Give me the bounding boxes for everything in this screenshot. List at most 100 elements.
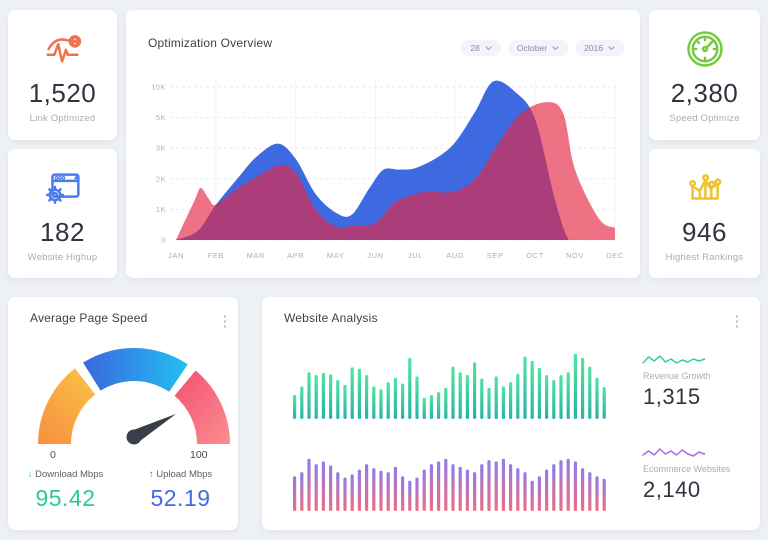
- overview-title: Optimization Overview: [148, 36, 273, 50]
- chevron-down-icon: [552, 45, 559, 50]
- website-analysis-card: Website Analysis Revenue Growth 1,315 Ec…: [262, 297, 760, 530]
- ecommerce-websites-metric: Ecommerce Websites 2,140: [643, 440, 755, 503]
- stat-label: Highest Rankings: [665, 251, 744, 263]
- x-axis-label: DEC: [606, 251, 624, 260]
- browser-gear-icon: [45, 172, 80, 204]
- bar-top: [386, 382, 390, 419]
- bar-bottom: [523, 472, 527, 511]
- upload-readout: ↑ Upload Mbps 52.19: [123, 469, 238, 512]
- x-axis-label: MAR: [247, 251, 265, 260]
- bar-top: [545, 375, 549, 419]
- bar-bottom: [329, 465, 333, 511]
- x-axis-label: APR: [287, 251, 304, 260]
- bar-bottom: [545, 469, 549, 511]
- crown-icon: [688, 173, 722, 200]
- stat-value: 2,380: [670, 78, 739, 108]
- bar-bottom: [415, 477, 419, 511]
- bar-top: [516, 373, 520, 419]
- bar-bottom: [343, 477, 347, 511]
- bar-bottom: [552, 464, 556, 511]
- bar-top: [350, 367, 354, 419]
- speed-readouts: ↓ Download Mbps 95.42 ↑ Upload Mbps 52.1…: [8, 469, 238, 512]
- bar-bottom: [444, 458, 448, 511]
- kebab-menu[interactable]: [732, 311, 743, 332]
- bar-bottom: [350, 474, 354, 512]
- kebab-menu[interactable]: [220, 311, 231, 332]
- bar-top: [501, 386, 505, 419]
- bar-bottom: [365, 464, 369, 511]
- bar-bottom: [473, 472, 477, 511]
- bar-top: [293, 394, 297, 419]
- bar-top: [429, 394, 433, 419]
- download-label: Download Mbps: [35, 469, 104, 480]
- bar-top: [437, 392, 441, 419]
- date-day-value: 28: [470, 43, 480, 53]
- bar-top: [566, 372, 570, 419]
- y-axis-label: 2K: [156, 174, 166, 183]
- bar-top: [372, 386, 376, 419]
- x-axis-label: NOV: [566, 251, 584, 260]
- gauge-min-label: 0: [50, 449, 56, 461]
- gauge-segment: [174, 370, 230, 444]
- bar-top: [602, 387, 606, 419]
- bar-bottom: [300, 472, 304, 511]
- bar-bottom: [437, 461, 441, 511]
- ecommerce-value: 2,140: [643, 477, 701, 502]
- bar-bottom: [336, 472, 340, 511]
- stat-card-speed-optimize: 2,380 Speed Optimize: [649, 10, 760, 140]
- gauge-segment: [83, 347, 188, 392]
- bar-top: [408, 357, 412, 419]
- analysis-title: Website Analysis: [284, 311, 378, 325]
- bar-top: [444, 387, 448, 419]
- x-axis-label: FEB: [208, 251, 224, 260]
- date-day-dropdown[interactable]: 28: [461, 40, 501, 56]
- bar-top: [552, 380, 556, 419]
- bar-bottom: [487, 460, 491, 511]
- download-readout: ↓ Download Mbps 95.42: [8, 469, 123, 512]
- bar-bottom: [465, 469, 469, 511]
- stat-card-website-highup: 182 Website Highup: [8, 149, 117, 278]
- revenue-label: Revenue Growth: [643, 371, 711, 381]
- upload-value: 52.19: [150, 485, 211, 511]
- x-axis-label: JUL: [408, 251, 423, 260]
- pulse-globe-icon: [45, 35, 81, 63]
- gauge-segment: [38, 368, 96, 444]
- date-year-value: 2016: [584, 43, 603, 53]
- area-series_red: [176, 102, 615, 240]
- y-axis-label: 3K: [156, 144, 166, 153]
- bar-top: [595, 377, 599, 419]
- bar-bottom: [307, 458, 311, 511]
- gauge-needle: [126, 413, 177, 445]
- date-month-dropdown[interactable]: October: [507, 40, 569, 56]
- bar-top: [537, 367, 541, 419]
- bar-bottom: [321, 461, 325, 511]
- gauge-max-label: 100: [190, 449, 208, 461]
- upload-label: Upload Mbps: [156, 469, 213, 480]
- bar-bottom: [386, 472, 390, 511]
- bar-top: [480, 378, 484, 419]
- bar-top: [523, 356, 527, 419]
- stat-value: 946: [682, 216, 727, 247]
- download-value: 95.42: [35, 485, 96, 511]
- bar-bottom: [372, 468, 376, 511]
- date-year-dropdown[interactable]: 2016: [575, 40, 624, 56]
- stat-card-highest-rankings: 946 Highest Rankings: [649, 149, 760, 278]
- bar-bottom: [480, 464, 484, 511]
- bar-top: [379, 389, 383, 419]
- x-axis-label: AUG: [446, 251, 464, 260]
- bar-bottom: [509, 464, 513, 511]
- bar-bottom: [501, 458, 505, 511]
- ecommerce-label: Ecommerce Websites: [643, 464, 731, 474]
- bar-bottom: [393, 466, 397, 511]
- optimization-overview-card: Optimization Overview 28 October 2016 0 1…: [126, 10, 640, 278]
- stat-label: Link Optimized: [29, 113, 96, 124]
- bar-bottom: [566, 458, 570, 511]
- bar-bottom: [379, 470, 383, 511]
- area-series_blue: [176, 80, 615, 241]
- bar-top: [451, 366, 455, 419]
- bar-top: [573, 353, 577, 419]
- bar-top: [314, 375, 318, 419]
- y-axis-label: 0: [161, 236, 166, 245]
- bar-bottom: [429, 464, 433, 511]
- bar-bottom: [401, 476, 405, 511]
